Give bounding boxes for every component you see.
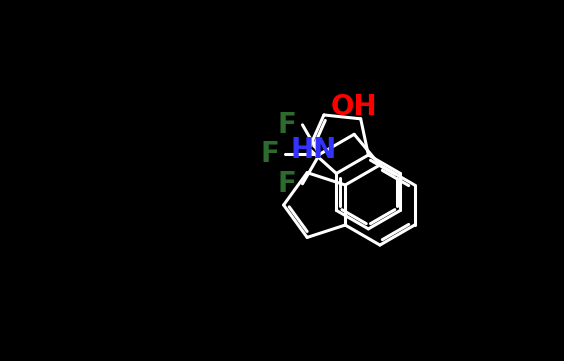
Text: F: F	[277, 111, 297, 139]
Text: F: F	[277, 170, 297, 198]
Text: HN: HN	[290, 135, 337, 164]
Text: OH: OH	[331, 93, 377, 121]
Text: F: F	[261, 140, 280, 168]
